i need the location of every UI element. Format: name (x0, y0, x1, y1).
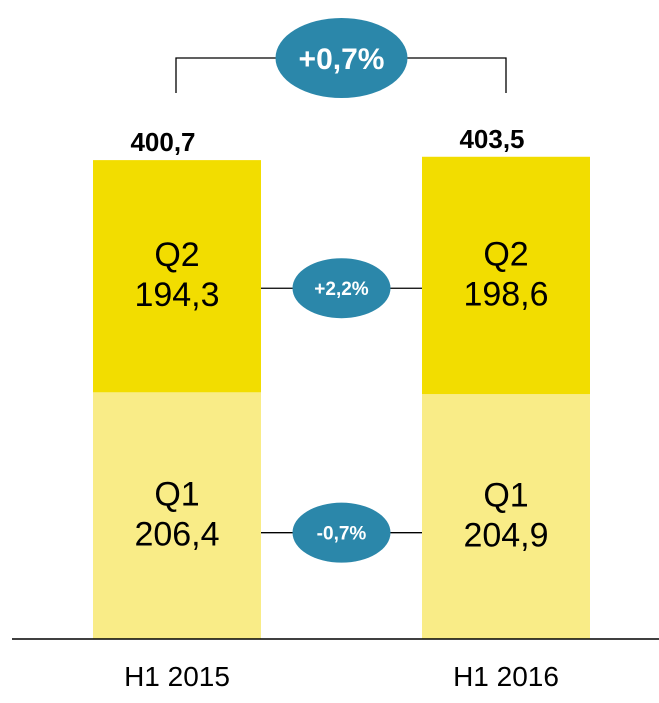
segment-name-q2: Q2 (154, 236, 199, 274)
segment-value-q1: 206,4 (134, 516, 219, 554)
q2-growth-badge-label: +2,2% (314, 279, 369, 300)
segment-name-q1: Q1 (154, 476, 199, 514)
bar-q2 (422, 156, 590, 395)
bar-total-label: 400,7 (130, 127, 195, 157)
q1-growth-badge-shape (292, 502, 391, 563)
bar-q2 (93, 160, 261, 393)
total-growth-badge-label: +0,7% (299, 43, 385, 76)
growth-badges: +0,7% +2,2% -0,7% (275, 18, 408, 563)
bar-q1 (93, 392, 261, 639)
segment-name-q1: Q1 (483, 477, 528, 515)
segment-value-q2: 198,6 (463, 275, 548, 313)
x-tick-label: H1 2016 (453, 661, 559, 692)
segment-name-q2: Q2 (483, 235, 528, 273)
bar-total-label: 403,5 (459, 124, 524, 154)
segment-value-q2: 194,3 (134, 276, 219, 314)
bars (93, 156, 590, 639)
segment-value-q1: 204,9 (463, 517, 548, 555)
q1-growth-badge-label: -0,7% (317, 524, 367, 545)
bar-q1 (422, 394, 590, 639)
x-tick-label: H1 2015 (124, 661, 230, 692)
total-growth-badge-shape (275, 18, 408, 98)
q2-growth-badge-shape (292, 258, 391, 319)
